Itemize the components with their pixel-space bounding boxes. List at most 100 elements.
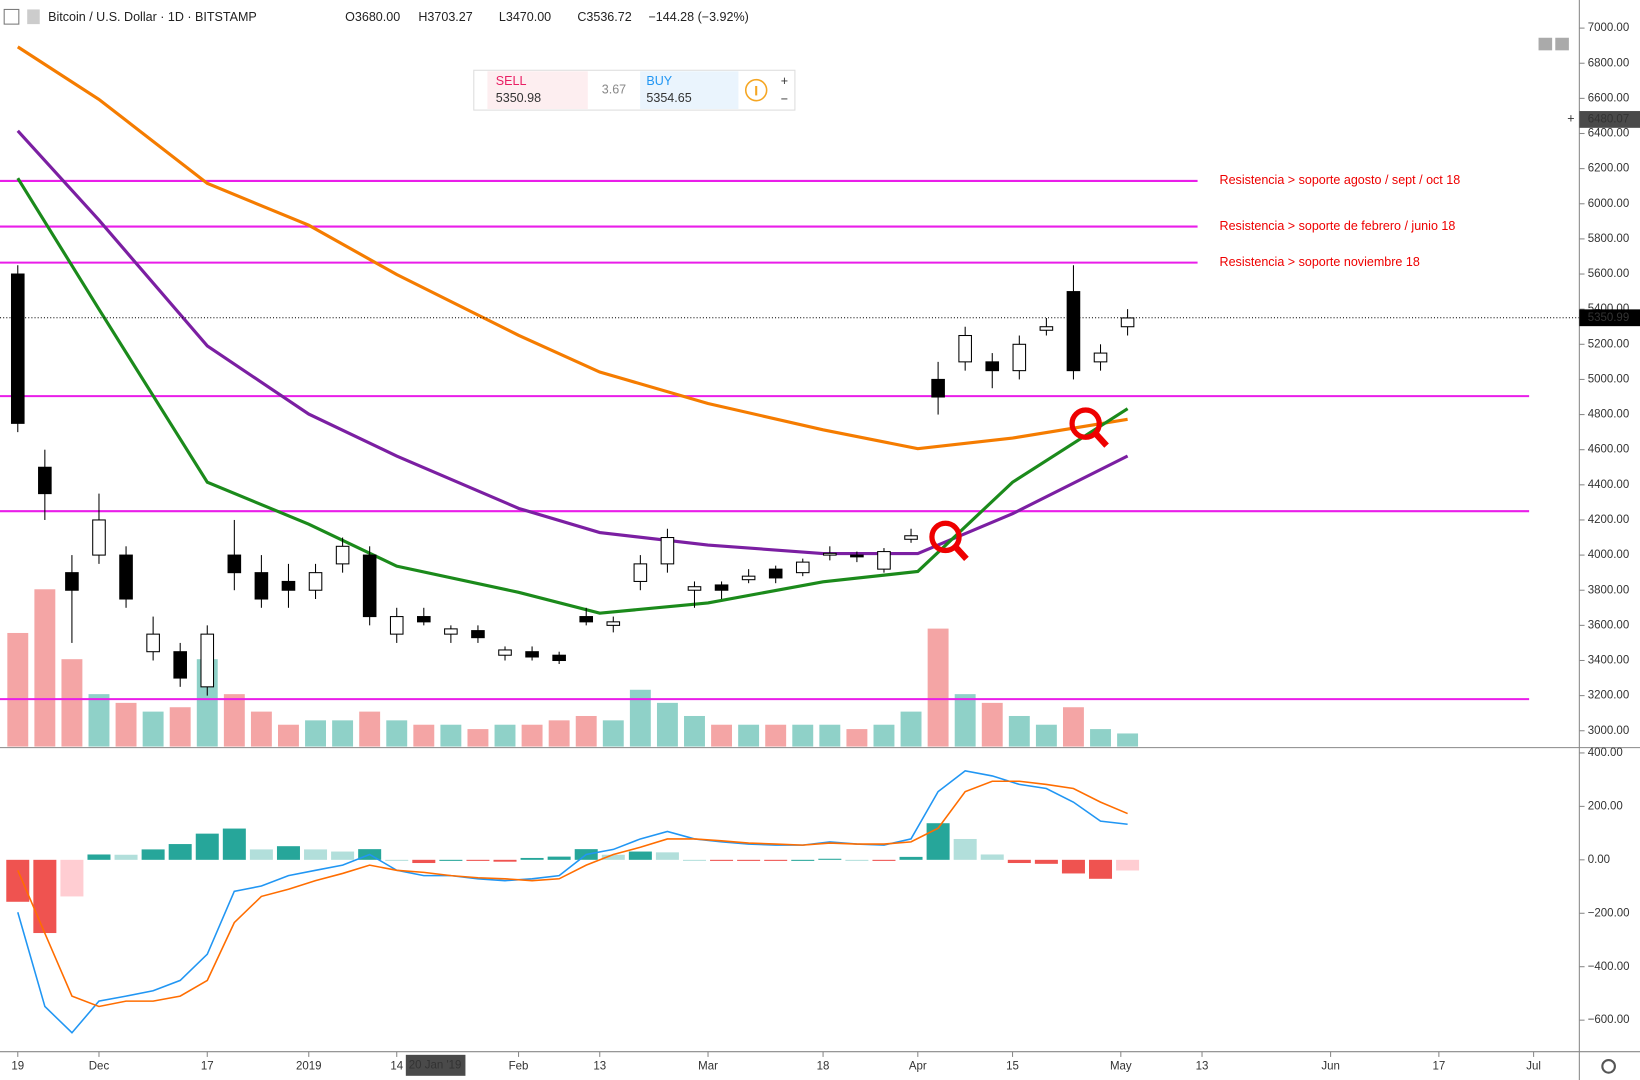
volume-bar bbox=[927, 628, 949, 747]
candle-body bbox=[10, 273, 25, 424]
y-tick-label: 5000.00 bbox=[1588, 373, 1630, 385]
candle-body bbox=[173, 651, 187, 679]
candle-body bbox=[904, 535, 918, 540]
settings bbox=[1601, 1059, 1616, 1074]
y-tick-label: 3400.00 bbox=[1588, 655, 1630, 667]
volume-bar bbox=[494, 724, 516, 747]
histogram-bar bbox=[412, 859, 436, 864]
minus-button[interactable]: − bbox=[781, 92, 788, 106]
volume-bar bbox=[575, 715, 597, 747]
crosshair-price-label: 6480.07 bbox=[1588, 113, 1630, 125]
candle-body bbox=[498, 649, 512, 656]
y-tick-label: 4400.00 bbox=[1588, 479, 1630, 491]
volume-bar bbox=[34, 589, 56, 747]
info-button[interactable] bbox=[744, 78, 768, 102]
volume-bar bbox=[656, 702, 678, 747]
level-annotation: Resistencia > soporte de febrero / junio… bbox=[1220, 219, 1456, 233]
marker-circle bbox=[1069, 407, 1102, 440]
candle-body bbox=[335, 545, 350, 565]
histogram-bar bbox=[710, 859, 734, 861]
histogram-bar bbox=[331, 851, 355, 860]
histogram-bar bbox=[953, 838, 977, 860]
volume-bar bbox=[386, 720, 408, 747]
histogram-bar bbox=[87, 854, 111, 860]
y-tick-label: 4000.00 bbox=[1588, 549, 1630, 561]
x-tick-label: Jun bbox=[1321, 1060, 1340, 1072]
volume-bar bbox=[765, 724, 787, 747]
candle-body bbox=[227, 554, 242, 574]
histogram-bar bbox=[1007, 859, 1031, 864]
histogram-bar bbox=[6, 859, 30, 902]
scale-button[interactable] bbox=[1555, 37, 1569, 51]
histogram-bar bbox=[737, 859, 761, 861]
candle-body bbox=[417, 616, 431, 623]
volume-bar bbox=[7, 632, 29, 747]
scale-button[interactable] bbox=[1538, 37, 1553, 51]
candle-body bbox=[389, 616, 404, 635]
x-tick-label: 17 bbox=[1432, 1060, 1445, 1072]
volume-bar bbox=[819, 724, 841, 747]
x-tick-label: 13 bbox=[593, 1060, 606, 1072]
y-tick-label: 6600.00 bbox=[1588, 92, 1630, 104]
x-tick-label: Feb bbox=[509, 1060, 529, 1072]
candle-body bbox=[92, 519, 106, 556]
candle-body bbox=[254, 572, 269, 600]
y-tick-label: 6200.00 bbox=[1588, 163, 1630, 175]
x-tick-label: 19 bbox=[11, 1060, 24, 1072]
x-tick-label: 15 bbox=[1006, 1060, 1019, 1072]
ohlc-close: C3536.72 bbox=[577, 10, 631, 24]
volume-bar bbox=[440, 724, 462, 747]
candle-body bbox=[200, 633, 215, 688]
x-tick-label: May bbox=[1110, 1060, 1132, 1072]
volume-bar bbox=[684, 715, 705, 747]
scale-buttons bbox=[1538, 37, 1569, 51]
y-tick-label: 6800.00 bbox=[1588, 57, 1630, 69]
histogram-bar bbox=[33, 859, 57, 934]
marker-handle bbox=[952, 544, 969, 561]
header: Bitcoin / U.S. Dollar · 1D · BITSTAMP O3… bbox=[3, 8, 749, 25]
candle-body bbox=[579, 616, 594, 623]
buy-button[interactable] bbox=[640, 71, 739, 110]
header-icon[interactable] bbox=[3, 8, 20, 25]
level-annotation: Resistencia > soporte agosto / sept / oc… bbox=[1220, 173, 1461, 187]
candle-body bbox=[606, 621, 621, 626]
candle-body bbox=[119, 554, 133, 600]
volume-bar bbox=[250, 711, 272, 747]
y-tick-label: 3000.00 bbox=[1588, 725, 1630, 737]
candle-body bbox=[308, 572, 323, 591]
macd-line bbox=[17, 780, 1128, 1008]
y-tick-label: 6000.00 bbox=[1588, 198, 1630, 210]
candle-body bbox=[985, 361, 1000, 372]
settings-button[interactable] bbox=[1601, 1059, 1616, 1074]
spread: 3.67 bbox=[602, 82, 626, 96]
y-tick-label: 4600.00 bbox=[1588, 444, 1630, 456]
ohlc-low: L3470.00 bbox=[499, 10, 551, 24]
volume-bar bbox=[846, 729, 868, 747]
ohlc-high: H3703.27 bbox=[418, 10, 472, 24]
volume-bar bbox=[738, 724, 760, 747]
symbol[interactable]: Bitcoin / U.S. Dollar · 1D · BITSTAMP bbox=[48, 10, 257, 24]
histogram-bar bbox=[1061, 859, 1085, 874]
volume-bar bbox=[1062, 707, 1084, 747]
volume-bar bbox=[305, 720, 326, 747]
candle-body bbox=[1066, 291, 1081, 372]
y-tick-label: 0.00 bbox=[1588, 854, 1610, 866]
buy-price: 5354.65 bbox=[646, 91, 691, 105]
candle-body bbox=[877, 551, 891, 570]
volume-bar bbox=[1117, 733, 1139, 747]
histogram-bar bbox=[791, 859, 815, 861]
volume-bar bbox=[278, 724, 299, 747]
sell-label: SELL bbox=[496, 74, 527, 88]
histogram-bar bbox=[601, 854, 625, 860]
histogram-bar bbox=[628, 851, 652, 860]
histogram-bar bbox=[276, 846, 300, 860]
histogram-bar bbox=[926, 823, 950, 860]
plus-button[interactable]: + bbox=[781, 74, 788, 88]
y-tick-label: 3800.00 bbox=[1588, 584, 1630, 596]
sell-button[interactable] bbox=[487, 71, 588, 110]
candle-body bbox=[552, 654, 566, 662]
candle-body bbox=[281, 580, 296, 591]
histogram-bar bbox=[655, 852, 679, 860]
y-tick-label: 5800.00 bbox=[1588, 233, 1630, 245]
